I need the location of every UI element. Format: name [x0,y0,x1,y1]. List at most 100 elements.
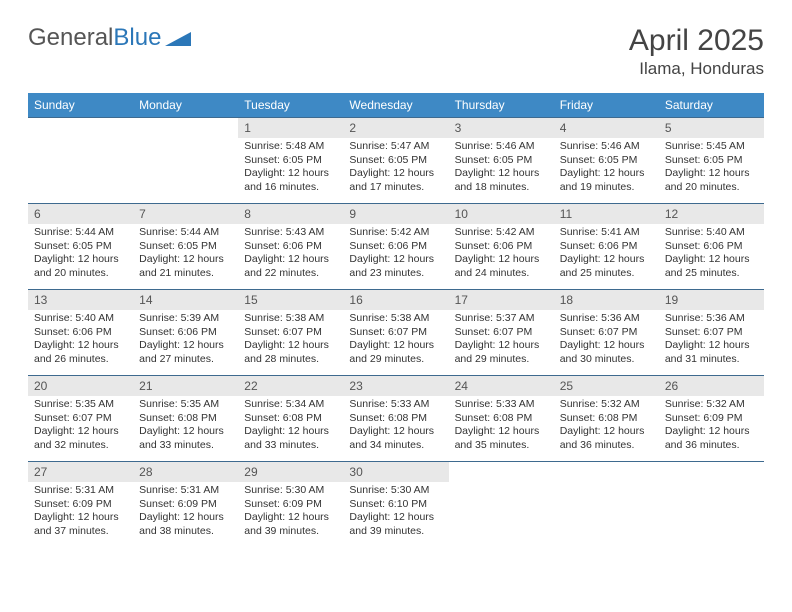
calendar-table: SundayMondayTuesdayWednesdayThursdayFrid… [28,93,764,548]
day-details: Sunrise: 5:39 AMSunset: 6:06 PMDaylight:… [133,310,238,371]
day-number: 18 [554,290,659,310]
day-number: 15 [238,290,343,310]
day-details: Sunrise: 5:48 AMSunset: 6:05 PMDaylight:… [238,138,343,199]
sunset-line: Sunset: 6:09 PM [665,412,758,426]
sunset-line: Sunset: 6:05 PM [34,240,127,254]
calendar-day-cell: 29Sunrise: 5:30 AMSunset: 6:09 PMDayligh… [238,462,343,548]
calendar-day-cell: 7Sunrise: 5:44 AMSunset: 6:05 PMDaylight… [133,204,238,290]
daylight-line: Daylight: 12 hours and 25 minutes. [665,253,758,280]
weekday-header: Saturday [659,93,764,118]
sunset-line: Sunset: 6:06 PM [665,240,758,254]
day-details: Sunrise: 5:36 AMSunset: 6:07 PMDaylight:… [659,310,764,371]
weekday-header: Monday [133,93,238,118]
calendar-day-cell: 23Sunrise: 5:33 AMSunset: 6:08 PMDayligh… [343,376,448,462]
sunrise-line: Sunrise: 5:38 AM [349,312,442,326]
calendar-week-row: 1Sunrise: 5:48 AMSunset: 6:05 PMDaylight… [28,118,764,204]
calendar-day-cell: 5Sunrise: 5:45 AMSunset: 6:05 PMDaylight… [659,118,764,204]
day-details: Sunrise: 5:44 AMSunset: 6:05 PMDaylight:… [28,224,133,285]
sunrise-line: Sunrise: 5:31 AM [34,484,127,498]
calendar-day-cell: 24Sunrise: 5:33 AMSunset: 6:08 PMDayligh… [449,376,554,462]
page-title: April 2025 [629,24,764,57]
sunset-line: Sunset: 6:06 PM [349,240,442,254]
daylight-line: Daylight: 12 hours and 17 minutes. [349,167,442,194]
weekday-header: Wednesday [343,93,448,118]
calendar-day-cell: 1Sunrise: 5:48 AMSunset: 6:05 PMDaylight… [238,118,343,204]
day-number: 8 [238,204,343,224]
day-details: Sunrise: 5:35 AMSunset: 6:07 PMDaylight:… [28,396,133,457]
day-number: 20 [28,376,133,396]
sunrise-line: Sunrise: 5:40 AM [34,312,127,326]
sunrise-line: Sunrise: 5:40 AM [665,226,758,240]
sunrise-line: Sunrise: 5:43 AM [244,226,337,240]
calendar-day-cell: 18Sunrise: 5:36 AMSunset: 6:07 PMDayligh… [554,290,659,376]
day-details: Sunrise: 5:34 AMSunset: 6:08 PMDaylight:… [238,396,343,457]
daylight-line: Daylight: 12 hours and 30 minutes. [560,339,653,366]
day-details: Sunrise: 5:33 AMSunset: 6:08 PMDaylight:… [343,396,448,457]
daylight-line: Daylight: 12 hours and 22 minutes. [244,253,337,280]
calendar-week-row: 6Sunrise: 5:44 AMSunset: 6:05 PMDaylight… [28,204,764,290]
daylight-line: Daylight: 12 hours and 27 minutes. [139,339,232,366]
sunrise-line: Sunrise: 5:30 AM [349,484,442,498]
day-number: 25 [554,376,659,396]
sunset-line: Sunset: 6:07 PM [244,326,337,340]
daylight-line: Daylight: 12 hours and 33 minutes. [139,425,232,452]
day-number: 3 [449,118,554,138]
sunrise-line: Sunrise: 5:34 AM [244,398,337,412]
day-number: 13 [28,290,133,310]
sunrise-line: Sunrise: 5:42 AM [349,226,442,240]
sunset-line: Sunset: 6:06 PM [560,240,653,254]
location-label: Ilama, Honduras [629,59,764,79]
sunrise-line: Sunrise: 5:44 AM [34,226,127,240]
sunset-line: Sunset: 6:07 PM [455,326,548,340]
day-number: 2 [343,118,448,138]
calendar-day-cell: 14Sunrise: 5:39 AMSunset: 6:06 PMDayligh… [133,290,238,376]
daylight-line: Daylight: 12 hours and 29 minutes. [349,339,442,366]
calendar-week-row: 13Sunrise: 5:40 AMSunset: 6:06 PMDayligh… [28,290,764,376]
weekday-header: Sunday [28,93,133,118]
sunrise-line: Sunrise: 5:35 AM [34,398,127,412]
calendar-empty-cell [28,118,133,204]
day-number: 16 [343,290,448,310]
sunset-line: Sunset: 6:05 PM [139,240,232,254]
daylight-line: Daylight: 12 hours and 39 minutes. [349,511,442,538]
calendar-day-cell: 2Sunrise: 5:47 AMSunset: 6:05 PMDaylight… [343,118,448,204]
calendar-week-row: 20Sunrise: 5:35 AMSunset: 6:07 PMDayligh… [28,376,764,462]
day-number: 4 [554,118,659,138]
day-number: 12 [659,204,764,224]
sunset-line: Sunset: 6:07 PM [34,412,127,426]
sunrise-line: Sunrise: 5:36 AM [665,312,758,326]
sunset-line: Sunset: 6:10 PM [349,498,442,512]
day-details: Sunrise: 5:42 AMSunset: 6:06 PMDaylight:… [449,224,554,285]
sunrise-line: Sunrise: 5:41 AM [560,226,653,240]
daylight-line: Daylight: 12 hours and 36 minutes. [665,425,758,452]
sunrise-line: Sunrise: 5:30 AM [244,484,337,498]
sunrise-line: Sunrise: 5:44 AM [139,226,232,240]
weekday-header: Tuesday [238,93,343,118]
sunrise-line: Sunrise: 5:39 AM [139,312,232,326]
sunset-line: Sunset: 6:09 PM [139,498,232,512]
sunset-line: Sunset: 6:07 PM [349,326,442,340]
daylight-line: Daylight: 12 hours and 33 minutes. [244,425,337,452]
calendar-day-cell: 20Sunrise: 5:35 AMSunset: 6:07 PMDayligh… [28,376,133,462]
sunset-line: Sunset: 6:06 PM [244,240,337,254]
sunset-line: Sunset: 6:08 PM [349,412,442,426]
day-number: 5 [659,118,764,138]
brand-part1: General [28,24,113,52]
calendar-day-cell: 30Sunrise: 5:30 AMSunset: 6:10 PMDayligh… [343,462,448,548]
day-details: Sunrise: 5:46 AMSunset: 6:05 PMDaylight:… [449,138,554,199]
daylight-line: Daylight: 12 hours and 20 minutes. [665,167,758,194]
daylight-line: Daylight: 12 hours and 35 minutes. [455,425,548,452]
sunrise-line: Sunrise: 5:31 AM [139,484,232,498]
daylight-line: Daylight: 12 hours and 20 minutes. [34,253,127,280]
weekday-header: Thursday [449,93,554,118]
day-details: Sunrise: 5:30 AMSunset: 6:09 PMDaylight:… [238,482,343,543]
day-number: 17 [449,290,554,310]
day-number: 29 [238,462,343,482]
sunrise-line: Sunrise: 5:33 AM [349,398,442,412]
sunrise-line: Sunrise: 5:37 AM [455,312,548,326]
daylight-line: Daylight: 12 hours and 37 minutes. [34,511,127,538]
header: GeneralBlue April 2025 Ilama, Honduras [28,24,764,79]
daylight-line: Daylight: 12 hours and 23 minutes. [349,253,442,280]
sunset-line: Sunset: 6:08 PM [244,412,337,426]
day-details: Sunrise: 5:41 AMSunset: 6:06 PMDaylight:… [554,224,659,285]
